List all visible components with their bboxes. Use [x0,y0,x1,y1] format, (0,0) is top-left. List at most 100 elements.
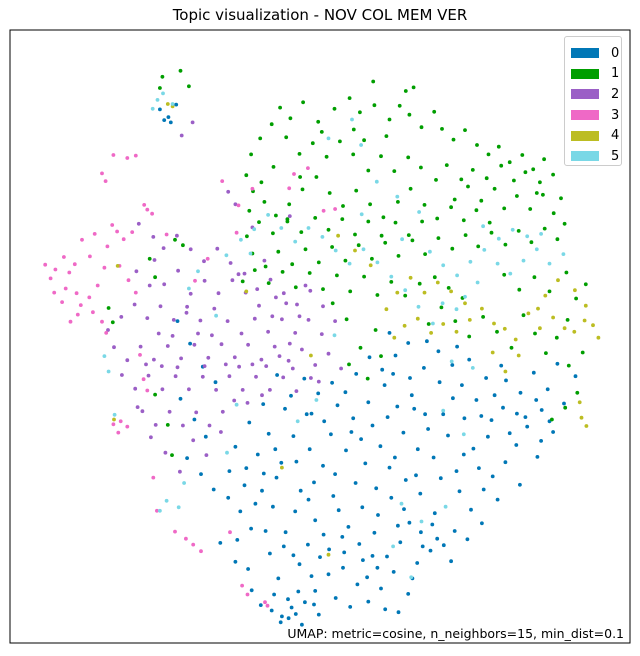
point-topic-1-59 [396,200,400,204]
point-topic-2-116 [303,283,308,288]
point-topic-0-99 [300,622,304,627]
point-topic-3-6 [78,303,83,307]
point-topic-4-17 [591,323,595,328]
point-topic-3-0 [43,262,48,267]
point-topic-2-102 [219,430,223,434]
point-topic-3-35 [116,430,121,435]
point-topic-0-180 [274,475,279,480]
point-topic-0-178 [253,501,258,506]
point-topic-0-197 [185,456,190,460]
point-topic-2-106 [179,133,184,138]
point-topic-2-28 [158,304,163,309]
point-topic-1-167 [384,134,389,139]
point-topic-0-171 [420,544,425,549]
point-topic-1-118 [362,274,366,279]
point-topic-2-7 [228,261,233,265]
point-topic-0-156 [534,398,539,402]
point-topic-1-146 [521,313,526,318]
point-topic-2-46 [286,358,291,363]
point-topic-0-3 [258,603,263,607]
point-topic-1-153 [426,322,431,326]
point-topic-2-98 [163,450,168,455]
point-topic-3-36 [125,424,130,429]
point-topic-2-58 [214,388,219,392]
point-topic-1-57 [368,202,372,207]
point-topic-0-84 [353,481,358,485]
point-topic-1-92 [303,247,308,252]
point-topic-0-140 [244,466,249,470]
point-topic-3-62 [250,186,255,191]
point-topic-0-54 [551,430,555,434]
point-topic-3-5 [74,291,79,296]
point-topic-4-42 [165,102,170,106]
point-topic-0-27 [452,529,457,533]
point-topic-4-6 [467,318,472,322]
point-topic-0-82 [321,532,326,537]
point-topic-1-107 [379,233,384,238]
point-topic-2-52 [294,389,299,393]
point-topic-2-18 [293,331,298,335]
point-topic-1-75 [529,240,534,245]
point-topic-1-15 [463,128,467,133]
legend-swatch-2 [571,89,599,100]
point-topic-5-30 [293,239,298,244]
point-topic-3-56 [164,232,169,237]
point-topic-5-37 [196,269,200,274]
point-topic-2-24 [212,306,217,311]
point-topic-0-40 [359,437,363,441]
point-topic-0-150 [435,536,440,541]
point-topic-2-31 [119,315,124,319]
point-topic-0-25 [428,548,433,553]
point-topic-1-180 [170,453,174,457]
point-topic-4-3 [429,331,433,335]
point-topic-5-59 [443,504,448,509]
point-topic-0-57 [495,497,500,502]
point-topic-5-54 [470,366,475,370]
point-topic-0-112 [504,378,508,383]
point-topic-2-8 [242,271,247,276]
point-topic-2-38 [179,356,184,361]
point-topic-1-2 [301,100,305,105]
point-topic-1-127 [240,279,245,284]
point-topic-0-183 [318,555,322,559]
point-topic-2-36 [152,357,156,362]
point-topic-3-34 [111,422,116,427]
point-topic-3-2 [48,276,53,281]
point-topic-1-142 [565,318,570,322]
point-topic-1-60 [408,186,413,191]
point-topic-1-172 [319,130,324,134]
point-topic-0-203 [387,331,392,335]
point-topic-3-44 [240,583,245,588]
point-topic-5-68 [350,117,354,122]
point-topic-0-155 [515,411,519,416]
point-topic-4-8 [492,321,496,326]
point-topic-3-13 [100,319,104,324]
point-topic-3-28 [126,278,131,283]
point-topic-5-41 [225,450,229,455]
point-topic-4-30 [422,290,427,295]
point-topic-4-4 [441,322,446,326]
point-topic-5-21 [416,304,421,309]
legend-label-2: 2 [611,86,620,102]
point-topic-0-75 [242,483,247,488]
point-topic-2-9 [255,287,260,291]
point-topic-0-92 [357,542,362,546]
point-topic-1-109 [406,233,411,238]
point-topic-4-31 [408,275,413,280]
point-topic-0-24 [415,561,420,565]
point-topic-1-16 [475,143,479,147]
point-topic-4-10 [513,337,518,342]
point-topic-1-18 [496,144,501,149]
point-topic-0-146 [376,513,380,517]
point-topic-1-37 [366,168,371,173]
point-topic-0-116 [562,401,566,406]
point-topic-5-16 [475,280,480,285]
point-topic-5-60 [102,354,107,358]
point-topic-0-41 [370,423,375,428]
point-topic-2-21 [252,316,257,321]
point-topic-1-7 [372,103,377,108]
point-topic-2-70 [194,410,199,415]
point-topic-1-1 [288,116,293,121]
point-topic-0-208 [162,118,167,122]
point-topic-1-144 [544,351,548,355]
